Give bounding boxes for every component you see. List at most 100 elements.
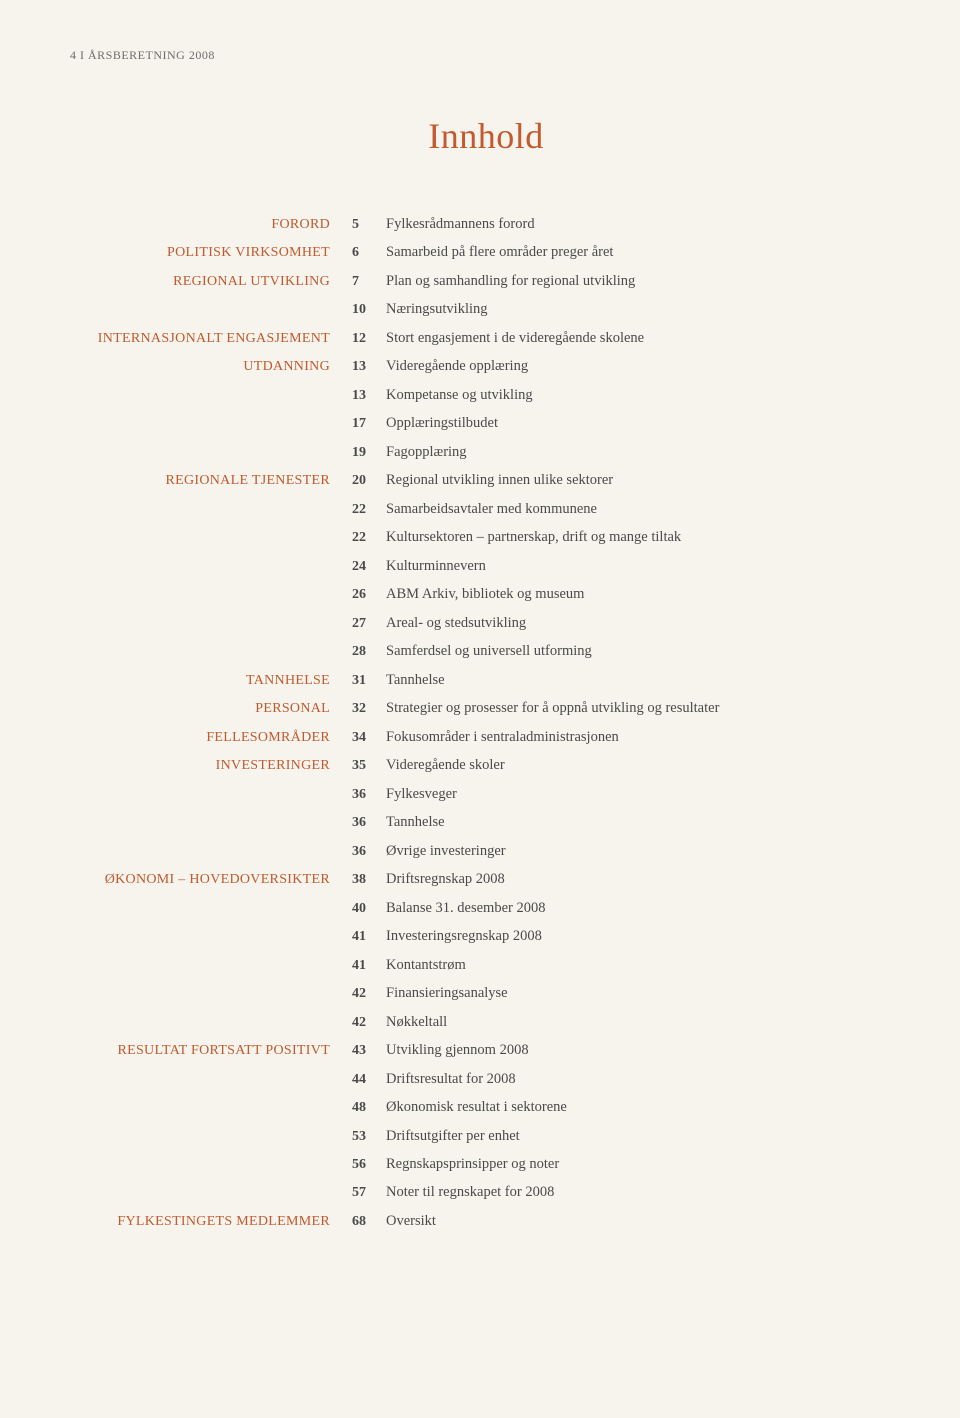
toc-section-label: FORORD: [70, 214, 352, 236]
toc-description: Plan og samhandling for regional utvikli…: [386, 270, 902, 292]
toc-row: POLITISK VIRKSOMHET6Samarbeid på flere o…: [70, 241, 902, 264]
toc-row: UTDANNING13Videregående opplæring: [70, 355, 902, 378]
toc-page-number: 40: [352, 898, 386, 920]
page-header: 4 I ÅRSBERETNING 2008: [70, 48, 902, 63]
toc-section-label: ØKONOMI – HOVEDOVERSIKTER: [70, 869, 352, 891]
toc-page-number: 48: [352, 1097, 386, 1119]
page-title: Innhold: [70, 115, 902, 157]
toc-page-number: 12: [352, 328, 386, 350]
toc-row: 42Nøkkeltall: [70, 1011, 902, 1034]
toc-row: 13Kompetanse og utvikling: [70, 384, 902, 407]
toc-description: Videregående opplæring: [386, 355, 902, 377]
toc-description: Videregående skoler: [386, 754, 902, 776]
toc-page-number: 27: [352, 613, 386, 635]
toc-section-label: REGIONAL UTVIKLING: [70, 271, 352, 293]
toc-row: 57Noter til regnskapet for 2008: [70, 1181, 902, 1204]
toc-description: Næringsutvikling: [386, 298, 902, 320]
toc-row: REGIONAL UTVIKLING7Plan og samhandling f…: [70, 270, 902, 293]
toc-page-number: 28: [352, 641, 386, 663]
toc-description: Regnskapsprinsipper og noter: [386, 1153, 902, 1175]
toc-description: Øvrige investeringer: [386, 840, 902, 862]
toc-section-label: UTDANNING: [70, 356, 352, 378]
toc-row: 41Investeringsregnskap 2008: [70, 925, 902, 948]
toc-section-label: TANNHELSE: [70, 670, 352, 692]
toc-description: Fylkesveger: [386, 783, 902, 805]
toc-page-number: 35: [352, 755, 386, 777]
toc-page-number: 10: [352, 299, 386, 321]
toc-page-number: 57: [352, 1182, 386, 1204]
toc-description: Kultursektoren – partnerskap, drift og m…: [386, 526, 902, 548]
toc-description: Fylkesrådmannens forord: [386, 213, 902, 235]
toc-page-number: 36: [352, 784, 386, 806]
toc-page-number: 17: [352, 413, 386, 435]
toc-description: Finansieringsanalyse: [386, 982, 902, 1004]
toc-page-number: 36: [352, 812, 386, 834]
toc-row: INVESTERINGER35Videregående skoler: [70, 754, 902, 777]
toc-description: Oversikt: [386, 1210, 902, 1232]
toc-row: 28Samferdsel og universell utforming: [70, 640, 902, 663]
toc-section-label: RESULTAT FORTSATT POSITIVT: [70, 1040, 352, 1062]
toc-section-label: INTERNASJONALT ENGASJEMENT: [70, 328, 352, 350]
toc-description: Økonomisk resultat i sektorene: [386, 1096, 902, 1118]
table-of-contents: FORORD5Fylkesrådmannens forord POLITISK V…: [70, 213, 902, 1233]
toc-description: Driftsregnskap 2008: [386, 868, 902, 890]
toc-row: 48Økonomisk resultat i sektorene: [70, 1096, 902, 1119]
toc-row: 10Næringsutvikling: [70, 298, 902, 321]
toc-row: ØKONOMI – HOVEDOVERSIKTER38Driftsregnska…: [70, 868, 902, 891]
toc-description: Stort engasjement i de videregående skol…: [386, 327, 902, 349]
toc-description: Fokusområder i sentraladministrasjonen: [386, 726, 902, 748]
toc-page-number: 6: [352, 242, 386, 264]
toc-page-number: 41: [352, 926, 386, 948]
toc-description: Driftsutgifter per enhet: [386, 1125, 902, 1147]
toc-description: Regional utvikling innen ulike sektorer: [386, 469, 902, 491]
toc-row: 44Driftsresultat for 2008: [70, 1068, 902, 1091]
toc-section-label: PERSONAL: [70, 698, 352, 720]
toc-row: 56Regnskapsprinsipper og noter: [70, 1153, 902, 1176]
toc-page-number: 20: [352, 470, 386, 492]
toc-description: Balanse 31. desember 2008: [386, 897, 902, 919]
toc-page-number: 19: [352, 442, 386, 464]
toc-section-label: FYLKESTINGETS MEDLEMMER: [70, 1211, 352, 1233]
toc-page-number: 34: [352, 727, 386, 749]
toc-page-number: 56: [352, 1154, 386, 1176]
toc-row: 36Øvrige investeringer: [70, 840, 902, 863]
toc-page-number: 26: [352, 584, 386, 606]
toc-page-number: 36: [352, 841, 386, 863]
toc-row: 17Opplæringstilbudet: [70, 412, 902, 435]
toc-row: RESULTAT FORTSATT POSITIVT43Utvikling gj…: [70, 1039, 902, 1062]
toc-description: Utvikling gjennom 2008: [386, 1039, 902, 1061]
toc-description: Fagopplæring: [386, 441, 902, 463]
toc-description: Kulturminnevern: [386, 555, 902, 577]
toc-row: 26ABM Arkiv, bibliotek og museum: [70, 583, 902, 606]
toc-row: 19Fagopplæring: [70, 441, 902, 464]
toc-section-label: REGIONALE TJENESTER: [70, 470, 352, 492]
toc-description: Nøkkeltall: [386, 1011, 902, 1033]
toc-row: 22Samarbeidsavtaler med kommunene: [70, 498, 902, 521]
toc-page-number: 22: [352, 527, 386, 549]
toc-row: INTERNASJONALT ENGASJEMENT12Stort engasj…: [70, 327, 902, 350]
toc-description: Samarbeidsavtaler med kommunene: [386, 498, 902, 520]
toc-page-number: 13: [352, 385, 386, 407]
toc-row: 41Kontantstrøm: [70, 954, 902, 977]
toc-description: Samferdsel og universell utforming: [386, 640, 902, 662]
toc-description: ABM Arkiv, bibliotek og museum: [386, 583, 902, 605]
toc-row: 24Kulturminnevern: [70, 555, 902, 578]
toc-page-number: 53: [352, 1126, 386, 1148]
toc-page-number: 22: [352, 499, 386, 521]
toc-page-number: 42: [352, 983, 386, 1005]
toc-page-number: 31: [352, 670, 386, 692]
toc-row: 53Driftsutgifter per enhet: [70, 1125, 902, 1148]
toc-description: Samarbeid på flere områder preger året: [386, 241, 902, 263]
toc-page-number: 7: [352, 271, 386, 293]
toc-row: 40Balanse 31. desember 2008: [70, 897, 902, 920]
toc-row: FYLKESTINGETS MEDLEMMER68Oversikt: [70, 1210, 902, 1233]
toc-page-number: 42: [352, 1012, 386, 1034]
toc-section-label: POLITISK VIRKSOMHET: [70, 242, 352, 264]
toc-page-number: 5: [352, 214, 386, 236]
toc-description: Noter til regnskapet for 2008: [386, 1181, 902, 1203]
toc-page-number: 41: [352, 955, 386, 977]
toc-description: Areal- og stedsutvikling: [386, 612, 902, 634]
toc-row: FELLESOMRÅDER34Fokusområder i sentraladm…: [70, 726, 902, 749]
toc-description: Kompetanse og utvikling: [386, 384, 902, 406]
toc-section-label: FELLESOMRÅDER: [70, 727, 352, 749]
